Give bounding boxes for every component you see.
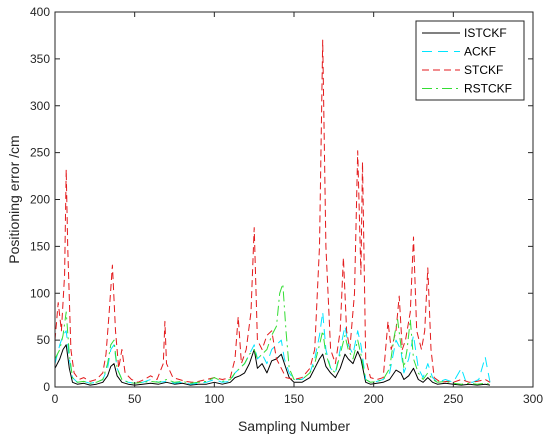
x-axis-label: Sampling Number [238, 418, 350, 434]
y-tick-label: 100 [30, 286, 50, 300]
legend: ISTCKF ACKF STCKF RSTCKF [415, 20, 525, 101]
y-tick-label: 400 [30, 5, 50, 19]
series-layer [55, 39, 491, 386]
x-tick-label: 200 [364, 392, 384, 406]
series-line-stckf [55, 39, 491, 383]
x-tick-label: 250 [443, 392, 463, 406]
y-axis-label: Positioning error /cm [6, 135, 22, 263]
x-tick-label: 100 [204, 392, 224, 406]
y-tick-label: 0 [43, 380, 50, 394]
y-tick-label: 50 [37, 333, 51, 347]
x-tick-label: 0 [52, 392, 59, 406]
y-tick-label: 200 [30, 193, 50, 207]
y-axis: 0 50 100 150 200 250 300 350 400 [30, 5, 533, 394]
series-line-istckf [55, 344, 491, 386]
legend-label-rstckf: RSTCKF [464, 82, 512, 96]
legend-box [415, 20, 525, 101]
y-tick-label: 250 [30, 146, 50, 160]
y-tick-label: 150 [30, 239, 50, 253]
x-tick-label: 150 [284, 392, 304, 406]
legend-label-stckf: STCKF [464, 63, 503, 77]
legend-label-istckf: ISTCKF [464, 26, 507, 40]
x-tick-label: 300 [523, 392, 543, 406]
y-tick-label: 350 [30, 52, 50, 66]
x-axis: 0 50 100 150 200 250 300 [52, 12, 543, 406]
series-line-rstckf [55, 283, 491, 385]
x-tick-label: 50 [128, 392, 142, 406]
legend-label-ackf: ACKF [464, 45, 496, 59]
y-tick-label: 300 [30, 99, 50, 113]
